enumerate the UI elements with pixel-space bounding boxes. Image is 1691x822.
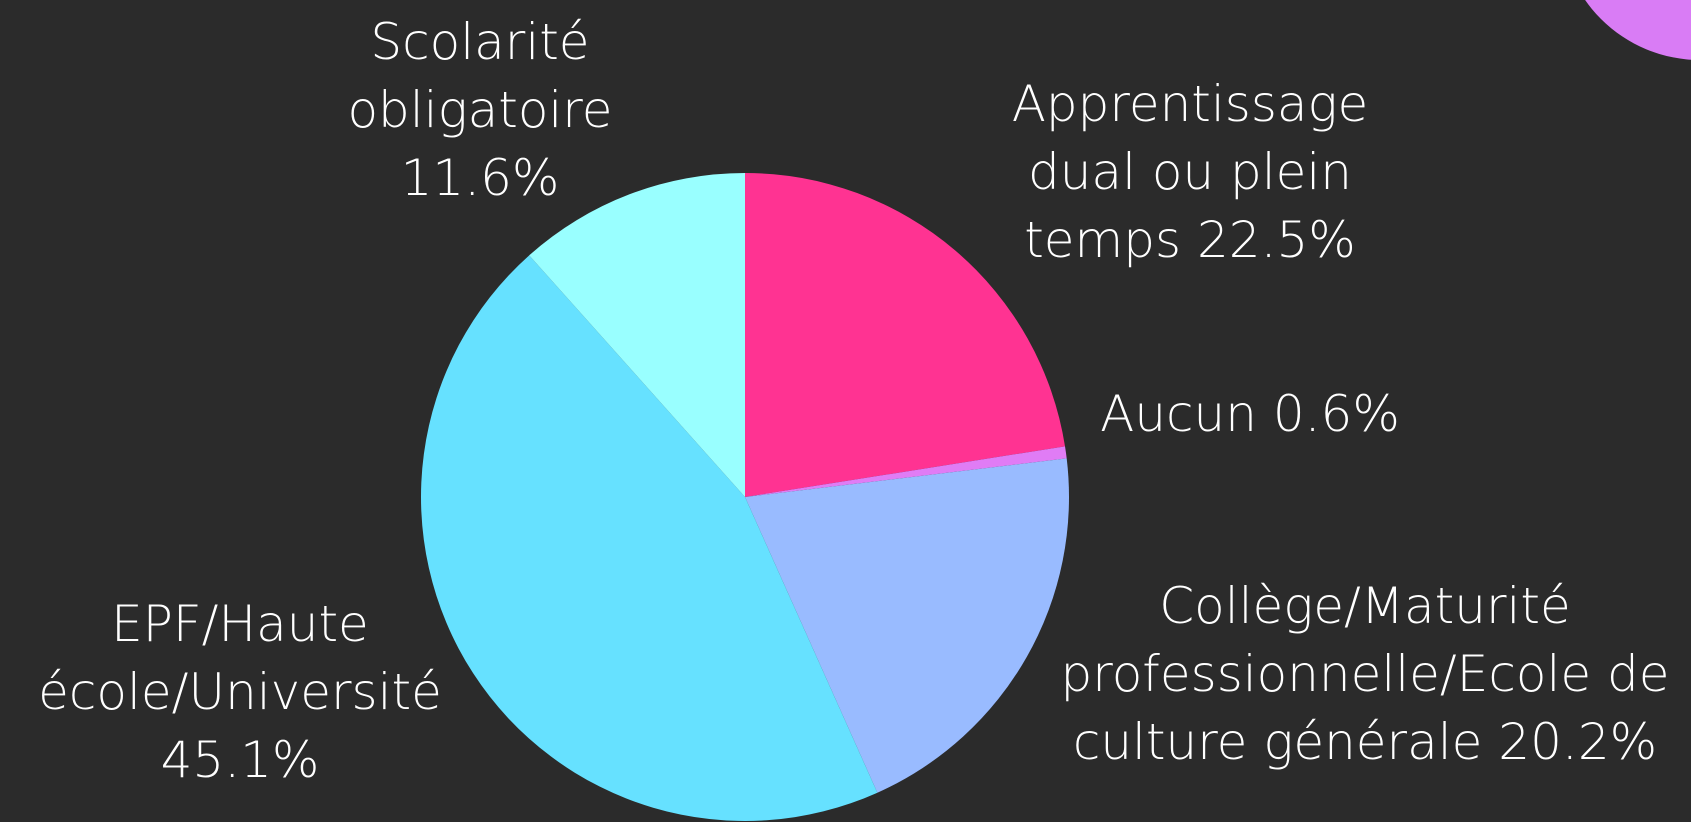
pie-slice bbox=[745, 446, 1067, 497]
value-label: 0.6% bbox=[1272, 385, 1400, 443]
slice-label: Apprentissage dual ou plein temps 22.5% bbox=[990, 70, 1390, 274]
slice-label: EPF/Haute école/Université 45.1% bbox=[0, 590, 480, 794]
category-label: Aucun bbox=[1100, 385, 1257, 443]
decor-circle bbox=[1585, 0, 1691, 60]
pie-slice bbox=[745, 173, 1066, 497]
value-label: 22.5% bbox=[1196, 211, 1356, 269]
value-label: 11.6% bbox=[400, 149, 560, 207]
pie-slice bbox=[745, 458, 1069, 793]
category-label: Scolarité obligatoire bbox=[347, 13, 613, 139]
slice-label: Aucun 0.6% bbox=[1080, 380, 1420, 448]
value-label: 20.2% bbox=[1498, 713, 1658, 771]
category-label: Apprentissage dual ou plein temps bbox=[1011, 75, 1369, 269]
pie-slice bbox=[420, 255, 878, 822]
category-label: EPF/Haute école/Université bbox=[38, 595, 442, 721]
category-label: Collège/Maturité professionnelle/Ecole d… bbox=[1060, 577, 1670, 771]
pie-slice bbox=[529, 173, 745, 497]
slice-label: Scolarité obligatoire 11.6% bbox=[310, 8, 650, 212]
value-label: 45.1% bbox=[160, 731, 320, 789]
slice-label: Collège/Maturité professionnelle/Ecole d… bbox=[1040, 572, 1690, 776]
